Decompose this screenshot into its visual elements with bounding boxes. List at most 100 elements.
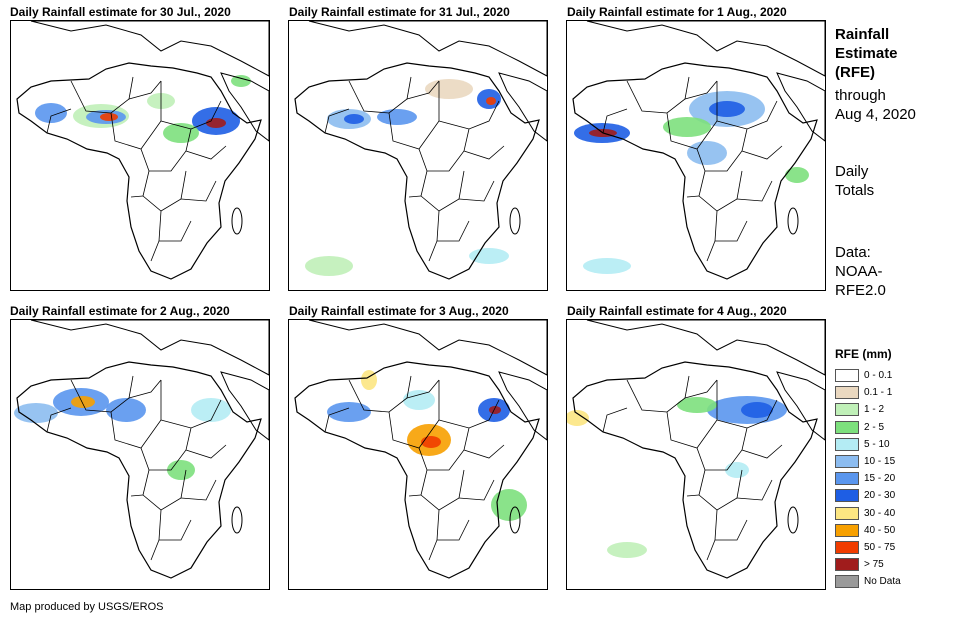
country-border	[714, 210, 748, 242]
country-border	[46, 108, 72, 134]
legend-item: 10 - 15	[835, 453, 901, 470]
europe-outline	[30, 320, 269, 376]
rainfall-map-5	[288, 319, 548, 590]
sidebar-daily-line: Daily	[835, 163, 869, 180]
country-border	[602, 108, 628, 134]
legend-swatch	[835, 386, 859, 400]
rainfall-area	[709, 101, 745, 117]
legend-item: > 75	[835, 556, 901, 573]
country-border	[418, 128, 470, 172]
europe-outline	[308, 320, 547, 376]
europe-outline	[586, 320, 825, 376]
country-border	[408, 494, 422, 497]
panel-title-1: Daily Rainfall estimate for 30 Jul., 202…	[10, 5, 231, 19]
country-border	[160, 399, 222, 429]
rainfall-area	[231, 75, 251, 87]
country-border	[706, 539, 716, 561]
country-border	[438, 399, 500, 429]
country-border	[324, 407, 350, 433]
legend-label: 20 - 30	[864, 490, 896, 502]
country-border	[428, 240, 438, 262]
legend-item: No Data	[835, 573, 901, 590]
country-border	[406, 379, 440, 399]
sidebar-title-line: (RFE)	[835, 64, 875, 81]
africa-outline	[16, 361, 262, 579]
rainfall-area	[106, 398, 146, 422]
rainfall-map-3	[566, 20, 826, 291]
legend-swatch	[835, 420, 859, 434]
panel-title-4: Daily Rainfall estimate for 2 Aug., 2020	[10, 304, 230, 318]
rainfall-area	[344, 114, 364, 124]
sidebar-through: through Aug 4, 2020	[835, 86, 916, 124]
country-border	[158, 210, 192, 242]
country-border	[458, 180, 495, 202]
country-border	[418, 427, 470, 471]
rainfall-area	[607, 542, 647, 558]
europe-outline	[586, 21, 825, 77]
sidebar-data-line: RFE2.0	[835, 282, 886, 299]
country-border	[46, 407, 72, 433]
rainfall-area	[206, 118, 226, 128]
map-credit: Map produced by USGS/EROS	[10, 601, 164, 613]
country-border	[716, 100, 778, 130]
country-border	[158, 509, 192, 541]
legend-label: 0.1 - 1	[864, 387, 893, 399]
country-border	[714, 509, 748, 541]
sidebar-title-line: Estimate	[835, 45, 898, 62]
country-border	[185, 444, 227, 459]
panel-title-6: Daily Rainfall estimate for 4 Aug., 2020	[567, 304, 787, 318]
madagascar-outline	[509, 506, 521, 534]
country-border	[130, 195, 144, 198]
country-border	[736, 479, 773, 501]
country-border	[185, 145, 227, 160]
sidebar-daily-line: Totals	[835, 182, 875, 199]
legend-swatch	[835, 403, 859, 417]
country-border	[408, 195, 422, 198]
country-border	[736, 180, 773, 202]
rainfall-area	[35, 103, 67, 123]
country-border	[602, 407, 628, 433]
rainfall-area	[486, 97, 496, 105]
madagascar-outline	[231, 207, 243, 235]
legend-label: 1 - 2	[864, 404, 885, 416]
country-border	[110, 81, 162, 150]
rainfall-area	[677, 397, 717, 413]
legend-label: 5 - 10	[864, 438, 890, 450]
legend-swatch	[835, 489, 859, 503]
country-border	[180, 180, 217, 202]
legend-item: 40 - 50	[835, 522, 901, 539]
rainfall-area	[163, 123, 199, 143]
legend-label: 2 - 5	[864, 421, 885, 433]
legend-swatch	[835, 540, 859, 554]
legend-label: 40 - 50	[864, 524, 896, 536]
country-border	[420, 469, 465, 511]
country-border	[436, 509, 470, 541]
sidebar-data-line: NOAA-	[835, 263, 883, 280]
country-border	[130, 494, 144, 497]
country-border	[150, 539, 160, 561]
rainfall-map-4	[10, 319, 270, 590]
panel-title-3: Daily Rainfall estimate for 1 Aug., 2020	[567, 5, 787, 19]
legend-item: 1 - 2	[835, 401, 901, 418]
country-border	[110, 380, 162, 449]
country-border	[696, 128, 748, 172]
europe-outline	[308, 21, 547, 77]
rainfall-area	[191, 398, 231, 422]
africa-outline	[572, 62, 818, 280]
rainfall-area	[377, 109, 417, 125]
country-border	[180, 479, 217, 501]
rainfall-area	[403, 390, 435, 410]
country-border	[150, 240, 160, 262]
sidebar-title-line: Rainfall	[835, 26, 890, 43]
country-border	[463, 145, 505, 160]
country-border	[388, 81, 440, 150]
country-border	[128, 80, 162, 100]
rainfall-area	[305, 256, 353, 276]
country-border	[406, 80, 440, 100]
legend-title: RFE (mm)	[835, 347, 892, 361]
country-border	[706, 240, 716, 262]
country-border	[348, 76, 412, 114]
sidebar-daily-totals: Daily Totals	[835, 162, 874, 200]
rainfall-area	[785, 167, 809, 183]
country-border	[684, 379, 718, 399]
